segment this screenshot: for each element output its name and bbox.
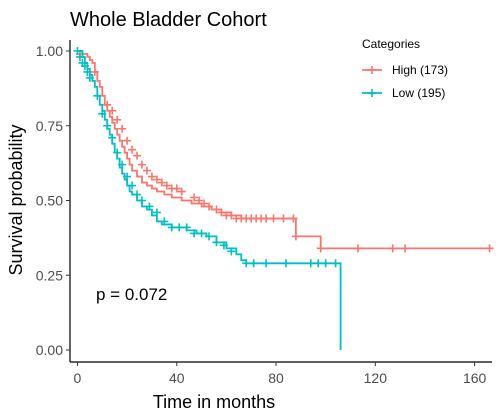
legend-key-censor-high <box>368 66 376 74</box>
censor-mark-low <box>219 241 228 250</box>
x-axis-title: Time in months <box>153 392 275 412</box>
censor-mark-high <box>190 193 199 202</box>
censor-mark-low <box>85 73 94 82</box>
y-tick-label: 0.75 <box>36 118 63 134</box>
censor-mark-high <box>128 145 137 154</box>
censor-mark-low <box>331 259 340 268</box>
censor-mark-high <box>137 160 146 169</box>
y-tick-label: 1.00 <box>36 43 63 59</box>
censor-mark-high <box>269 214 278 223</box>
censor-mark-low <box>128 181 137 190</box>
censor-mark-high <box>152 175 161 184</box>
axes: 0.00 0.25 0.50 0.75 1.00 0 40 80 120 160 <box>36 40 492 386</box>
censor-mark-high <box>195 196 204 205</box>
censor-mark-high <box>262 214 271 223</box>
censor-mark-low <box>212 238 221 247</box>
censor-mark-low <box>321 259 330 268</box>
censor-mark-low <box>242 259 251 268</box>
censor-mark-high <box>353 244 362 253</box>
censor-mark-high <box>172 184 181 193</box>
censor-mark-high <box>108 106 117 115</box>
y-tick-label: 0.25 <box>36 267 63 283</box>
censor-mark-low <box>73 47 82 55</box>
x-tick-label: 160 <box>463 370 487 386</box>
censor-mark-low <box>75 52 84 61</box>
censor-mark-high <box>485 244 494 253</box>
censor-mark-low <box>182 223 191 232</box>
censor-mark-high <box>227 211 236 220</box>
censor-mark-low <box>190 229 199 238</box>
censor-mark-low <box>108 133 117 142</box>
censor-mark-high <box>147 172 156 181</box>
censor-mark-high <box>291 232 300 241</box>
censor-mark-low <box>118 160 127 169</box>
survival-curve-low <box>77 50 342 350</box>
censor-mark-low <box>133 190 142 199</box>
censor-mark-low <box>249 259 258 268</box>
p-value-annotation: p = 0.072 <box>96 285 167 304</box>
censor-mark-high <box>90 67 99 76</box>
censor-mark-high <box>162 181 171 190</box>
censor-mark-high <box>212 205 221 214</box>
censor-mark-high <box>123 136 132 145</box>
censor-mark-high <box>217 208 226 217</box>
censor-mark-high <box>316 244 325 253</box>
censor-mark-low <box>137 196 146 205</box>
y-tick-label: 0.50 <box>36 193 63 209</box>
censor-mark-high <box>157 178 166 187</box>
censor-mark-high <box>279 214 288 223</box>
x-tick-label: 80 <box>268 370 284 386</box>
censor-mark-low <box>197 229 206 238</box>
legend-title: Categories <box>362 37 420 51</box>
censor-mark-low <box>175 223 184 232</box>
censor-mark-low <box>314 259 323 268</box>
legend: Categories High (173) Low (195) <box>362 37 448 100</box>
censor-mark-low <box>93 91 102 100</box>
censor-mark-high <box>200 199 209 208</box>
y-axis-title: Survival probability <box>6 124 26 275</box>
censor-mark-high <box>205 202 214 211</box>
censor-mark-low <box>167 223 176 232</box>
censor-mark-low <box>205 232 214 241</box>
legend-label-high: High (173) <box>392 63 448 77</box>
y-tick-label: 0.00 <box>36 342 63 358</box>
censor-mark-low <box>123 172 132 181</box>
censor-mark-high <box>113 115 122 124</box>
censor-mark-high <box>401 244 410 253</box>
censor-mark-low <box>103 121 112 130</box>
censor-mark-low <box>152 208 161 217</box>
censor-mark-low <box>145 202 154 211</box>
censor-mark-high <box>289 214 298 223</box>
censor-mark-high <box>103 100 112 109</box>
censor-mark-low <box>281 259 290 268</box>
x-tick-label: 120 <box>364 370 388 386</box>
censor-mark-low <box>306 259 315 268</box>
censor-mark-high <box>133 151 142 160</box>
censor-mark-low <box>262 259 271 268</box>
survival-curves <box>73 47 494 350</box>
censor-mark-low <box>227 247 236 256</box>
censor-mark-high <box>118 124 127 133</box>
censor-mark-low <box>98 109 107 118</box>
censor-mark-low <box>113 148 122 157</box>
legend-label-low: Low (195) <box>392 86 445 100</box>
censor-mark-high <box>388 244 397 253</box>
censor-mark-high <box>142 166 151 175</box>
x-tick-label: 40 <box>169 370 185 386</box>
censor-mark-high <box>177 187 186 196</box>
legend-key-censor-low <box>368 89 376 97</box>
chart-title: Whole Bladder Cohort <box>70 9 267 31</box>
censor-mark-low <box>160 217 169 226</box>
censor-mark-low <box>83 67 92 76</box>
x-tick-label: 0 <box>74 370 82 386</box>
censor-mark-low <box>80 61 89 70</box>
